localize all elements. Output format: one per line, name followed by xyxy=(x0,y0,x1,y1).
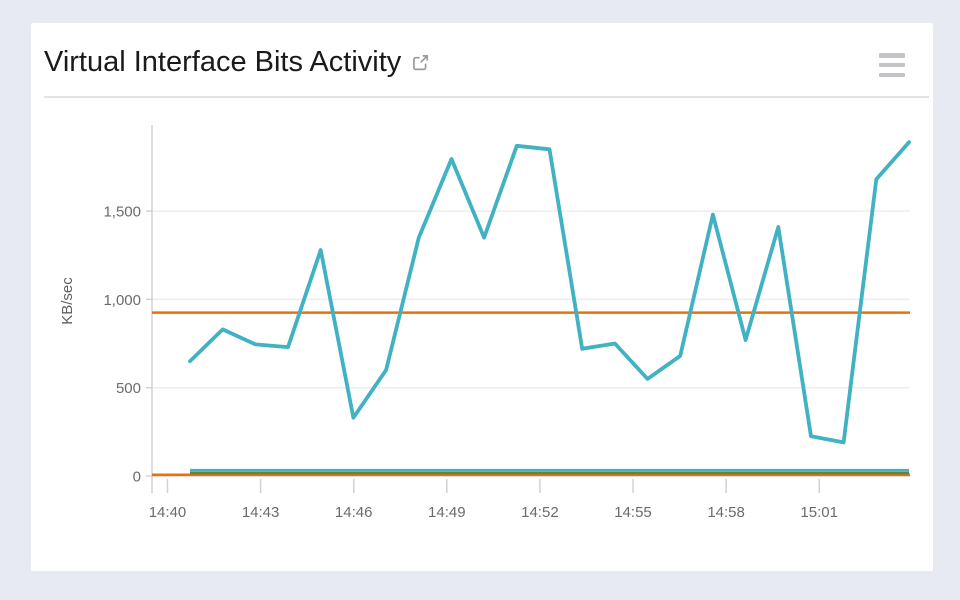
y-axis-title: KB/sec xyxy=(59,277,76,325)
series-interface-bits-rate xyxy=(188,140,911,445)
x-tick-label: 15:01 xyxy=(800,504,838,521)
widget-header: Virtual Interface Bits Activity xyxy=(31,23,933,95)
x-tick-label: 14:52 xyxy=(521,504,559,521)
hamburger-menu-icon[interactable] xyxy=(879,53,905,77)
y-tick-label: 500 xyxy=(116,380,141,397)
x-tick-label: 14:43 xyxy=(242,504,280,521)
line-chart[interactable]: 0 500 1,000 1,500 14:40 14:43 14:46 14:49 14:52 1… xyxy=(31,23,933,571)
external-link-icon[interactable] xyxy=(411,53,430,72)
x-tick-label: 14:58 xyxy=(707,504,745,521)
x-tick-label: 14:46 xyxy=(335,504,373,521)
menu-bar xyxy=(879,72,905,77)
x-tick-label: 14:40 xyxy=(149,504,187,521)
chart-widget-card: 0 500 1,000 1,500 14:40 14:43 14:46 14:49 14:52 1… xyxy=(31,23,933,571)
menu-bar xyxy=(879,53,905,58)
x-tick-label: 14:55 xyxy=(614,504,652,521)
y-tick-label: 0 xyxy=(133,469,141,486)
y-tick-label: 1,000 xyxy=(103,292,141,309)
widget-title: Virtual Interface Bits Activity xyxy=(44,46,402,78)
y-tick-label: 1,500 xyxy=(103,204,141,221)
x-tick-label: 14:49 xyxy=(428,504,466,521)
menu-bar xyxy=(879,62,905,68)
header-divider xyxy=(44,96,929,98)
